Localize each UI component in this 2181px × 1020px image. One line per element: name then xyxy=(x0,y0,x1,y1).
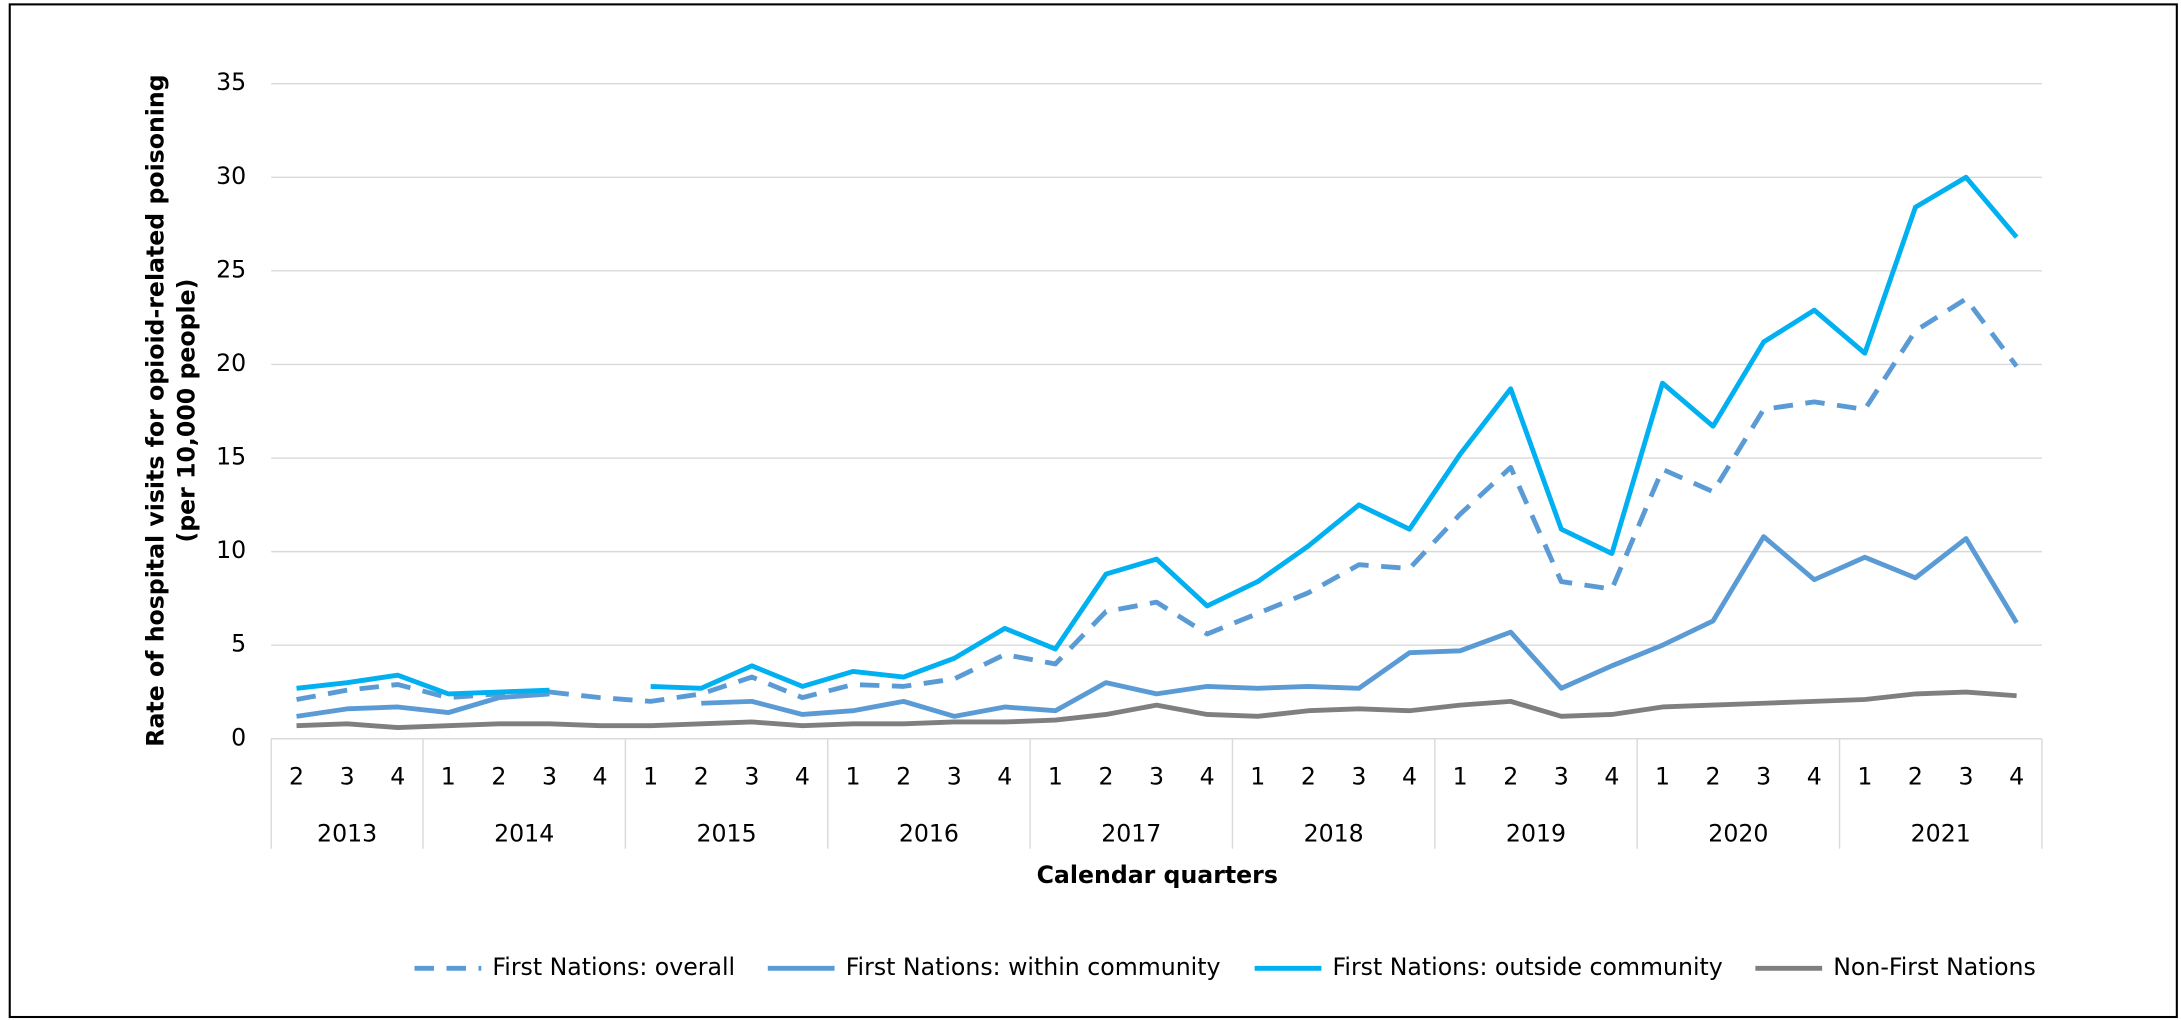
series-line xyxy=(296,296,2019,704)
x-tick-label: 3 xyxy=(1959,762,1974,790)
x-tick-label: 3 xyxy=(744,762,759,790)
x-group-label: 2018 xyxy=(1304,819,1364,847)
chart-frame xyxy=(8,3,2178,1019)
x-tick-label: 2 xyxy=(289,762,304,790)
y-tick-label: 0 xyxy=(231,723,246,751)
x-tick-label: 2 xyxy=(1706,762,1721,790)
x-tick-label: 3 xyxy=(1554,762,1569,790)
x-axis-title: Calendar quarters xyxy=(1037,861,1278,889)
legend-label: Non-First Nations xyxy=(1833,953,2036,981)
y-tick-label: 35 xyxy=(216,68,246,96)
x-tick-label: 3 xyxy=(340,762,355,790)
x-tick-label: 3 xyxy=(1756,762,1771,790)
x-tick-label: 4 xyxy=(1807,762,1822,790)
x-tick-label: 2 xyxy=(1503,762,1518,790)
x-group-label: 2017 xyxy=(1101,819,1161,847)
y-tick-label: 5 xyxy=(231,630,246,658)
y-axis-title-line: (per 10,000 people) xyxy=(172,279,200,543)
x-tick-label: 3 xyxy=(1149,762,1164,790)
y-tick-label: 15 xyxy=(216,443,246,471)
y-tick-label: 10 xyxy=(216,536,246,564)
x-tick-label: 2 xyxy=(896,762,911,790)
series-line xyxy=(296,672,550,697)
x-tick-label: 1 xyxy=(643,762,658,790)
x-tick-label: 2 xyxy=(694,762,709,790)
series-line xyxy=(296,689,2017,731)
x-tick-label: 4 xyxy=(1200,762,1215,790)
x-group-label: 2021 xyxy=(1911,819,1971,847)
x-tick-label: 4 xyxy=(390,762,405,790)
y-axis-title: Rate of hospital visits for opioid-relat… xyxy=(142,74,201,746)
series-line xyxy=(296,691,550,719)
x-tick-label: 1 xyxy=(441,762,456,790)
x-tick-label: 1 xyxy=(1655,762,1670,790)
x-group-label: 2019 xyxy=(1506,819,1566,847)
x-tick-label: 4 xyxy=(593,762,608,790)
x-tick-label: 1 xyxy=(846,762,861,790)
y-axis-title-line: Rate of hospital visits for opioid-relat… xyxy=(142,74,170,746)
x-tick-label: 1 xyxy=(1857,762,1872,790)
x-tick-label: 4 xyxy=(1402,762,1417,790)
x-group-label: 2014 xyxy=(494,819,554,847)
x-tick-label: 1 xyxy=(1048,762,1063,790)
x-tick-label: 3 xyxy=(542,762,557,790)
x-tick-label: 1 xyxy=(1453,762,1468,790)
x-tick-label: 1 xyxy=(1250,762,1265,790)
x-group-label: 2013 xyxy=(317,819,377,847)
x-group-label: 2020 xyxy=(1708,819,1768,847)
legend-label: First Nations: outside community xyxy=(1333,953,1723,981)
legend-label: First Nations: within community xyxy=(846,953,1221,981)
x-tick-label: 4 xyxy=(2009,762,2024,790)
x-tick-label: 4 xyxy=(997,762,1012,790)
legend-label: First Nations: overall xyxy=(492,953,735,981)
y-tick-label: 20 xyxy=(216,349,246,377)
x-tick-label: 4 xyxy=(795,762,810,790)
x-tick-label: 3 xyxy=(1351,762,1366,790)
y-tick-label: 30 xyxy=(216,162,246,190)
x-tick-label: 3 xyxy=(947,762,962,790)
x-tick-label: 2 xyxy=(1301,762,1316,790)
x-group-label: 2016 xyxy=(899,819,959,847)
x-tick-label: 2 xyxy=(491,762,506,790)
x-tick-label: 4 xyxy=(1604,762,1619,790)
x-tick-label: 2 xyxy=(1908,762,1923,790)
series-line xyxy=(650,174,2019,691)
y-tick-label: 25 xyxy=(216,255,246,283)
x-group-label: 2015 xyxy=(696,819,756,847)
x-tick-label: 2 xyxy=(1098,762,1113,790)
series-line xyxy=(701,534,2019,719)
